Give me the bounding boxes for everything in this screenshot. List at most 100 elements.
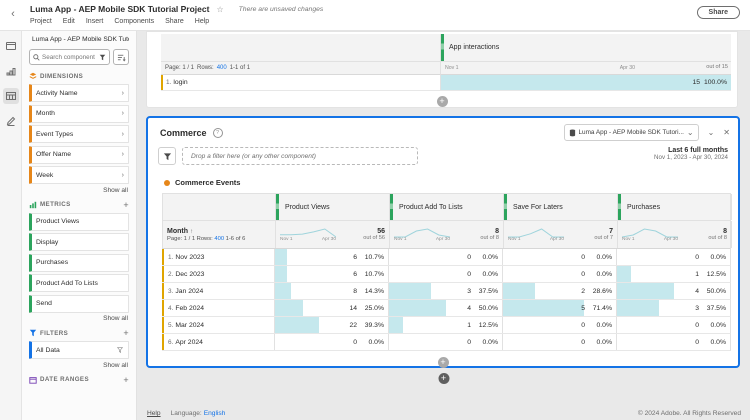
month-cell[interactable]: 6. Apr 2024	[162, 334, 275, 350]
value-cell[interactable]: 0 0.0%	[389, 249, 503, 265]
collapse-panel-icon[interactable]: ⌄	[707, 127, 715, 137]
metric-summary-product-add-to-lists[interactable]: Nov 1 Apr 30 8 out of 8	[390, 221, 504, 248]
table-row[interactable]: 3. Jan 2024 8 14.3% 3 37.5% 2 28.6% 4 50.0%	[162, 283, 731, 300]
table-row[interactable]: 4. Feb 2024 14 25.0% 4 50.0% 5 71.4% 3 37.5%	[162, 300, 731, 317]
month-cell[interactable]: 1. Nov 2023	[162, 249, 275, 265]
metric-summary-purchases[interactable]: Nov 1 Apr 30 8 out of 8	[618, 221, 732, 248]
menu-share[interactable]: Share	[165, 18, 184, 25]
table-row[interactable]: 2. Dec 2023 6 10.7% 0 0.0% 0 0.0% 1 12.5%	[162, 266, 731, 283]
add-panel-button[interactable]: +	[438, 373, 449, 384]
search-input[interactable]: Search component	[29, 49, 110, 65]
dataset-selector[interactable]: Luma App - AEP Mobile SDK Tutor...	[29, 35, 129, 44]
menu-help[interactable]: Help	[194, 18, 210, 25]
add-filter-button[interactable]: +	[123, 328, 129, 338]
value-cell[interactable]: 0 0.0%	[275, 334, 389, 350]
table-row[interactable]: 5. Mar 2024 22 39.3% 1 12.5% 0 0.0% 0 0.0%	[162, 317, 731, 334]
segment-filter-button[interactable]	[158, 147, 176, 165]
menu-components[interactable]: Components	[114, 18, 155, 25]
filter-all-data[interactable]: All Data	[29, 341, 129, 359]
menu-insert[interactable]: Insert	[85, 18, 104, 25]
empty-header-cell[interactable]	[161, 34, 441, 62]
value-cell[interactable]: 0 0.0%	[617, 317, 731, 333]
component-item[interactable]: Display	[29, 233, 129, 251]
value-cell[interactable]: 6 10.7%	[275, 266, 389, 282]
value-cell[interactable]: 5 71.4%	[503, 300, 617, 316]
metrics-show-all[interactable]: Show all	[103, 315, 128, 322]
month-cell[interactable]: 5. Mar 2024	[162, 317, 275, 333]
panel-dataset-dropdown[interactable]: Luma App - AEP Mobile SDK Tutori... ⌄	[563, 124, 699, 141]
month-cell[interactable]: 2. Dec 2023	[162, 266, 275, 282]
back-button[interactable]: ‹	[6, 7, 20, 21]
close-panel-icon[interactable]: ✕	[723, 127, 730, 137]
value-cell[interactable]: 0 0.0%	[503, 317, 617, 333]
month-cell[interactable]: 3. Jan 2024	[162, 283, 275, 299]
rows-value[interactable]: 400	[216, 65, 227, 71]
value-cell[interactable]: 0 0.0%	[617, 334, 731, 350]
month-subheader-cell[interactable]: Month ↑ Page: 1 / 1 Rows: 400 1-6 of 6	[163, 221, 276, 248]
sort-ascending-icon[interactable]: ↑	[189, 228, 193, 235]
table-row[interactable]: 6. Apr 2024 0 0.0% 0 0.0% 0 0.0% 0 0.0%	[162, 334, 731, 351]
component-item[interactable]: Send	[29, 294, 129, 313]
panels-icon[interactable]	[3, 38, 19, 54]
component-item[interactable]: Week ›	[29, 166, 129, 184]
metric-header-save-for-laters[interactable]: Save For Laters	[504, 194, 618, 220]
panel-date-range[interactable]: Last 6 full months Nov 1, 2023 - Apr 30,…	[654, 147, 728, 161]
metric-summary-save-for-laters[interactable]: Nov 1 Apr 30 7 out of 7	[504, 221, 618, 248]
value-cell[interactable]: 0 0.0%	[503, 334, 617, 350]
menu-project[interactable]: Project	[30, 18, 52, 25]
add-metric-button[interactable]: +	[123, 199, 129, 210]
value-cell[interactable]: 4 50.0%	[389, 300, 503, 316]
component-item[interactable]: Event Types ›	[29, 125, 129, 143]
table-row[interactable]: 1. login 15 100.0%	[161, 75, 731, 91]
star-icon[interactable]: ☆	[216, 4, 224, 14]
rows-value[interactable]: 400	[214, 235, 225, 242]
dimension-column-label[interactable]: Month ↑	[167, 227, 193, 235]
info-icon[interactable]: ?	[212, 127, 223, 138]
component-item[interactable]: Activity Name ›	[29, 84, 129, 102]
app-interactions-header-cell[interactable]: App interactions	[441, 34, 731, 62]
value-cell[interactable]: 0 0.0%	[617, 249, 731, 265]
metric-header-purchases[interactable]: Purchases	[618, 194, 732, 220]
value-cell[interactable]: 2 28.6%	[503, 283, 617, 299]
value-cell[interactable]: 1 12.5%	[617, 266, 731, 282]
metric-summary-product-views[interactable]: Nov 1 Apr 30 56 out of 56	[276, 221, 390, 248]
dimensions-show-all[interactable]: Show all	[103, 186, 128, 194]
value-cell[interactable]: 0 0.0%	[503, 249, 617, 265]
help-link[interactable]: Help	[147, 410, 161, 417]
language-link[interactable]: English	[203, 410, 226, 417]
commerce-panel[interactable]: Commerce ? Luma App - AEP Mobile SDK Tut…	[146, 116, 740, 368]
value-cell[interactable]: 0 0.0%	[503, 266, 617, 282]
value-cell[interactable]: 8 14.3%	[275, 283, 389, 299]
value-cell[interactable]: 3 37.5%	[617, 300, 731, 316]
component-item[interactable]: Offer Name ›	[29, 145, 129, 164]
add-visualization-button[interactable]: +	[436, 96, 448, 107]
component-item[interactable]: Month ›	[29, 104, 129, 123]
metric-header-product-add-to-lists[interactable]: Product Add To Lists	[390, 194, 504, 220]
value-cell[interactable]: 4 50.0%	[617, 283, 731, 299]
value-cell[interactable]: 6 10.7%	[275, 249, 389, 265]
filters-show-all[interactable]: Show all	[103, 361, 128, 369]
component-item[interactable]: Purchases	[29, 253, 129, 272]
menu-edit[interactable]: Edit	[62, 18, 75, 25]
add-visualization-button[interactable]: +	[437, 357, 449, 368]
value-cell[interactable]: 1 12.5%	[389, 317, 503, 333]
value-cell[interactable]: 3 37.5%	[389, 283, 503, 299]
value-cell[interactable]: 14 25.0%	[275, 300, 389, 316]
value-cell[interactable]: 0 0.0%	[389, 266, 503, 282]
dimension-cell[interactable]: 1. login	[161, 75, 441, 90]
visualizations-icon[interactable]	[3, 63, 19, 79]
sort-components-button[interactable]	[113, 49, 129, 65]
value-cell[interactable]: 22 39.3%	[275, 317, 389, 333]
annotation-pen-icon[interactable]	[3, 113, 19, 129]
value-cell[interactable]: 15 100.0%	[441, 75, 731, 90]
metric-header-product-views[interactable]: Product Views	[276, 194, 390, 220]
components-icon[interactable]	[2, 88, 19, 104]
value-cell[interactable]: 0 0.0%	[389, 334, 503, 350]
month-cell[interactable]: 4. Feb 2024	[162, 300, 275, 316]
table-row[interactable]: 1. Nov 2023 6 10.7% 0 0.0% 0 0.0% 0 0.0%	[162, 249, 731, 266]
filter-funnel-icon[interactable]	[99, 54, 106, 61]
component-item[interactable]: Product Views	[29, 212, 129, 231]
add-date-range-button[interactable]: +	[123, 374, 129, 385]
share-button[interactable]: Share	[696, 6, 740, 19]
month-header-empty[interactable]	[163, 194, 276, 220]
